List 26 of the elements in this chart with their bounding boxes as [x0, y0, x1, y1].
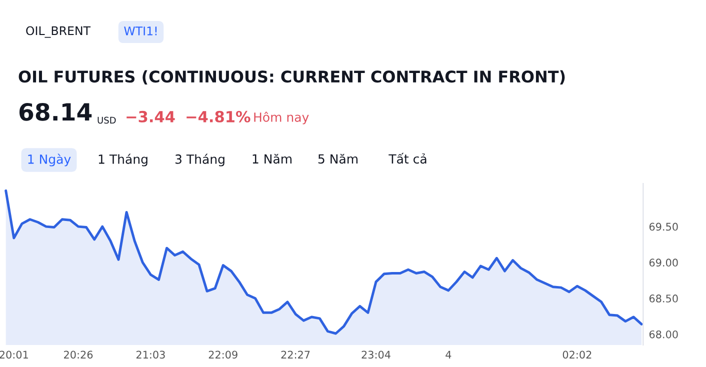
x-tick-label: 23:04 [362, 350, 390, 359]
x-tick-label: 02:02 [562, 350, 592, 359]
text: USD [98, 116, 116, 124]
y-tick-label: 69.00 [649, 258, 678, 267]
x-tick-label: 21:03 [136, 350, 165, 359]
text: 1 Tháng [98, 154, 148, 166]
text: OIL_BRENT [26, 26, 91, 38]
text: WTI1! [124, 26, 157, 36]
text: Hôm nay [254, 112, 309, 124]
x-tick-label: 22:09 [208, 350, 238, 359]
x-tick-label: 22:27 [281, 350, 310, 358]
text: 68.14 [19, 102, 92, 121]
text: Tất cả [388, 152, 426, 164]
y-tick-label: 68.00 [649, 330, 678, 338]
text: −4.81% [186, 110, 250, 122]
text: 5 Năm [318, 154, 358, 164]
x-tick-label: 4 [446, 350, 452, 358]
y-tick-label: 68.50 [649, 294, 678, 302]
chart-title: OIL FUTURES (CONTINUOUS: CURRENT CONTRACT IN FRONT) [18, 70, 565, 85]
text: 3 Tháng [175, 154, 224, 166]
x-tick-label: 20:01 [0, 350, 28, 359]
y-tick-label: 69.50 [649, 222, 678, 231]
text: 1 Ngày [28, 154, 71, 166]
text: 1 Năm [252, 154, 292, 164]
text: −3.44 [126, 110, 175, 122]
x-tick-label: 20:26 [64, 350, 93, 359]
